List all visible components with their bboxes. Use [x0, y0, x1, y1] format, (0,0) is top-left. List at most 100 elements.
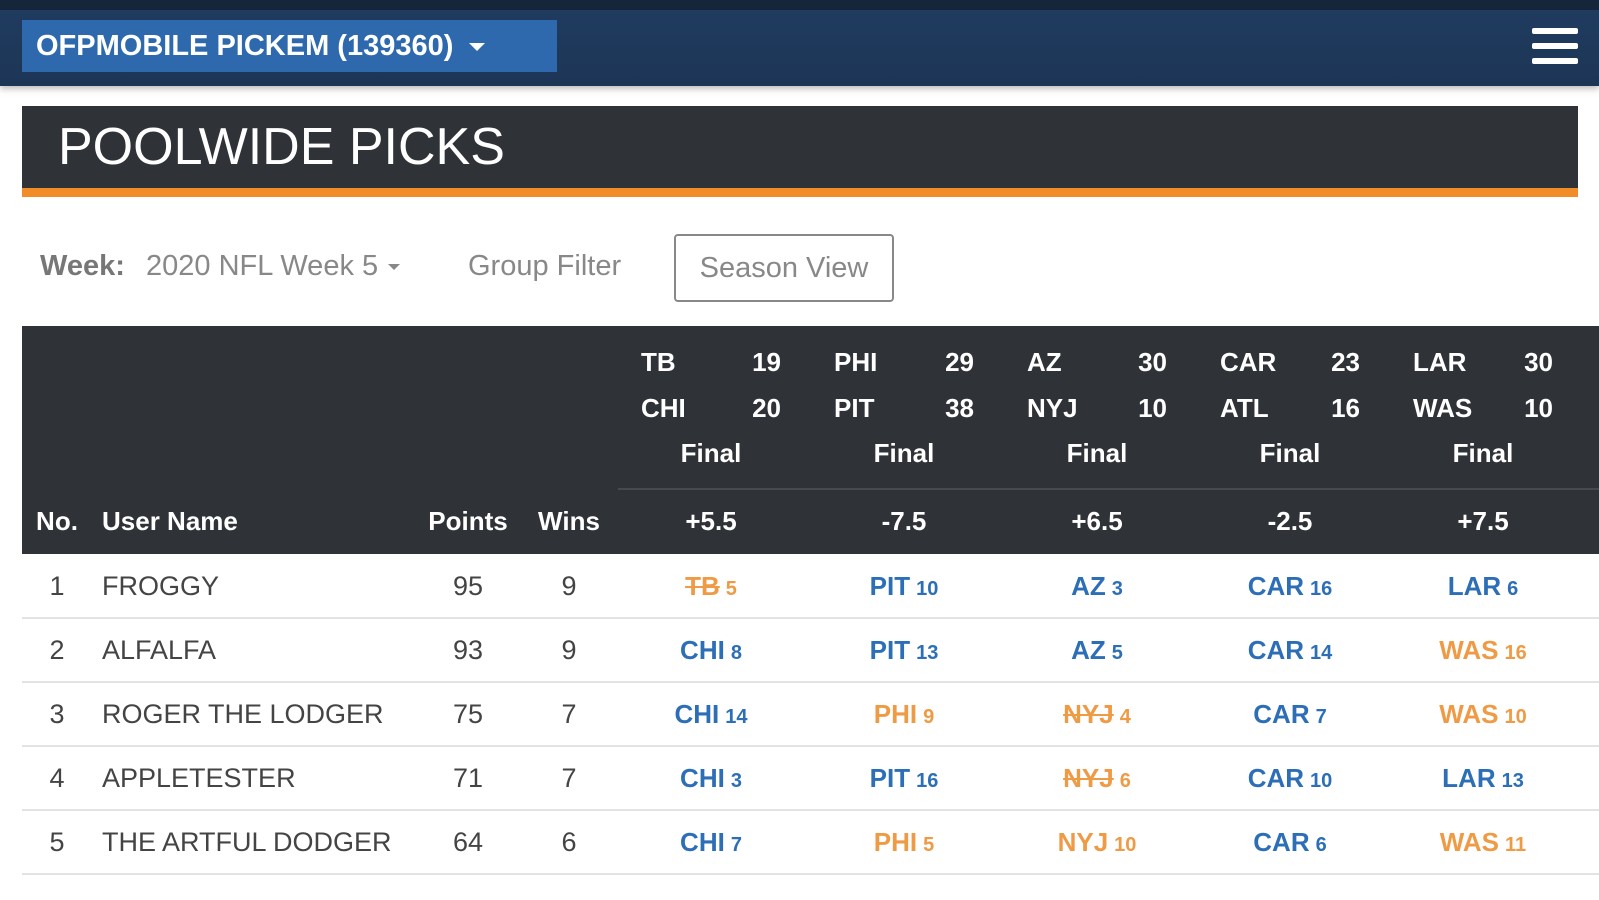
pick-points: 16 [916, 770, 939, 792]
home-team: CHI [641, 393, 686, 423]
away-score: 30 [1138, 347, 1167, 377]
pick-points: 5 [1111, 642, 1123, 664]
user-name[interactable]: THE ARTFUL DODGER [102, 827, 392, 857]
pick: WAS 11 [1333, 827, 1599, 860]
pick: WAS 10 [1333, 699, 1599, 732]
pick-points: 16 [1504, 642, 1527, 664]
away-team: PHI [834, 347, 878, 377]
pick-team: CAR [1247, 763, 1305, 793]
pick: CHI 14 [561, 699, 861, 732]
wins: 9 [561, 635, 577, 665]
pick-points: 7 [1315, 706, 1327, 728]
row-divider [22, 681, 1599, 683]
pool-selector[interactable]: OFPMOBILE PICKEM (139360) [22, 20, 557, 72]
pick: NYJ 6 [947, 763, 1247, 796]
pick: CHI 7 [561, 827, 861, 860]
away-team: AZ [1027, 347, 1062, 377]
row-divider [22, 745, 1599, 747]
home-team: WAS [1413, 393, 1473, 423]
pick-points: 13 [1501, 770, 1524, 792]
game-status: Final [680, 438, 742, 468]
pick-points: 16 [1310, 578, 1333, 600]
away-team: LAR [1413, 347, 1467, 377]
home-score: 10 [1138, 393, 1167, 423]
title-panel: POOLWIDE PICKS [22, 106, 1578, 197]
pick-team: WAS [1439, 635, 1499, 665]
pick-team: CAR [1247, 571, 1305, 601]
pick-team: AZ [1071, 635, 1106, 665]
pick-team: PIT [869, 571, 911, 601]
season-view-button[interactable]: Season View [674, 234, 894, 302]
pick-points: 11 [1505, 834, 1527, 856]
pick-points: 10 [916, 578, 939, 600]
game-status: Final [1452, 438, 1514, 468]
user-name[interactable]: FROGGY [102, 571, 220, 601]
pick-points: 14 [1310, 642, 1333, 664]
user-name[interactable]: ROGER THE LODGER [102, 699, 384, 729]
pick-points: 8 [730, 642, 742, 664]
wins: 6 [561, 827, 577, 857]
pick-points: 6 [1119, 770, 1131, 792]
pick-points: 6 [1315, 834, 1327, 856]
spread: +6.5 [1071, 506, 1123, 536]
points: 95 [452, 571, 484, 601]
points: 64 [452, 827, 484, 857]
away-team: TB [641, 347, 676, 377]
points: 71 [452, 763, 484, 793]
pick-points: 5 [923, 834, 935, 856]
game-status: Final [873, 438, 935, 468]
pick-team: CHI [674, 699, 720, 729]
week-dropdown[interactable]: 2020 NFL Week 5 [146, 246, 401, 286]
points: 93 [452, 635, 484, 665]
pick-team: PHI [873, 699, 918, 729]
pick-points: 5 [725, 578, 737, 600]
pick-points: 4 [1119, 706, 1131, 728]
home-score: 16 [1331, 393, 1360, 423]
pick-team: NYJ [1063, 699, 1114, 729]
pick: PIT 13 [754, 635, 1054, 668]
pick-team: PHI [873, 827, 918, 857]
pick: LAR 13 [1333, 763, 1599, 796]
away-score: 23 [1331, 347, 1360, 377]
pick-points: 9 [923, 706, 935, 728]
home-team: PIT [834, 393, 875, 423]
spread: -2.5 [1267, 506, 1313, 536]
home-score: 10 [1524, 393, 1553, 423]
pick: CAR 14 [1140, 635, 1440, 668]
group-filter[interactable]: Group Filter [468, 250, 622, 282]
rank: 5 [49, 827, 65, 857]
pick-team: LAR [1442, 763, 1496, 793]
home-score: 38 [945, 393, 974, 423]
pick: PHI 5 [754, 827, 1054, 860]
pick: PIT 10 [754, 571, 1054, 604]
wins: 7 [561, 699, 577, 729]
home-team: NYJ [1027, 393, 1078, 423]
user-name[interactable]: APPLETESTER [102, 763, 296, 793]
pick-points: 3 [730, 770, 742, 792]
wins: 9 [561, 571, 577, 601]
pick-team: CHI [680, 635, 725, 665]
pick-points: 14 [725, 706, 748, 728]
row-divider [22, 809, 1599, 811]
pick: WAS 16 [1333, 635, 1599, 668]
pick: CHI 8 [561, 635, 861, 668]
header-divider [618, 488, 1599, 490]
pick-team: PIT [869, 635, 911, 665]
home-score: 20 [752, 393, 781, 423]
pick: NYJ 4 [947, 699, 1247, 732]
pick: AZ 3 [947, 571, 1247, 604]
pick-team: PIT [869, 763, 911, 793]
pick-team: LAR [1447, 571, 1502, 601]
pick-team: CHI [680, 763, 725, 793]
user-name[interactable]: ALFALFA [102, 635, 217, 665]
pick-team: CHI [680, 827, 725, 857]
menu-button[interactable] [1532, 28, 1578, 73]
spread: -7.5 [881, 506, 927, 536]
row-divider [22, 873, 1599, 875]
pick-points: 10 [1114, 834, 1137, 856]
pick: CHI 3 [561, 763, 861, 796]
pick-points: 10 [1504, 706, 1527, 728]
pick-team: NYJ [1063, 763, 1114, 793]
pick: PIT 16 [754, 763, 1054, 796]
